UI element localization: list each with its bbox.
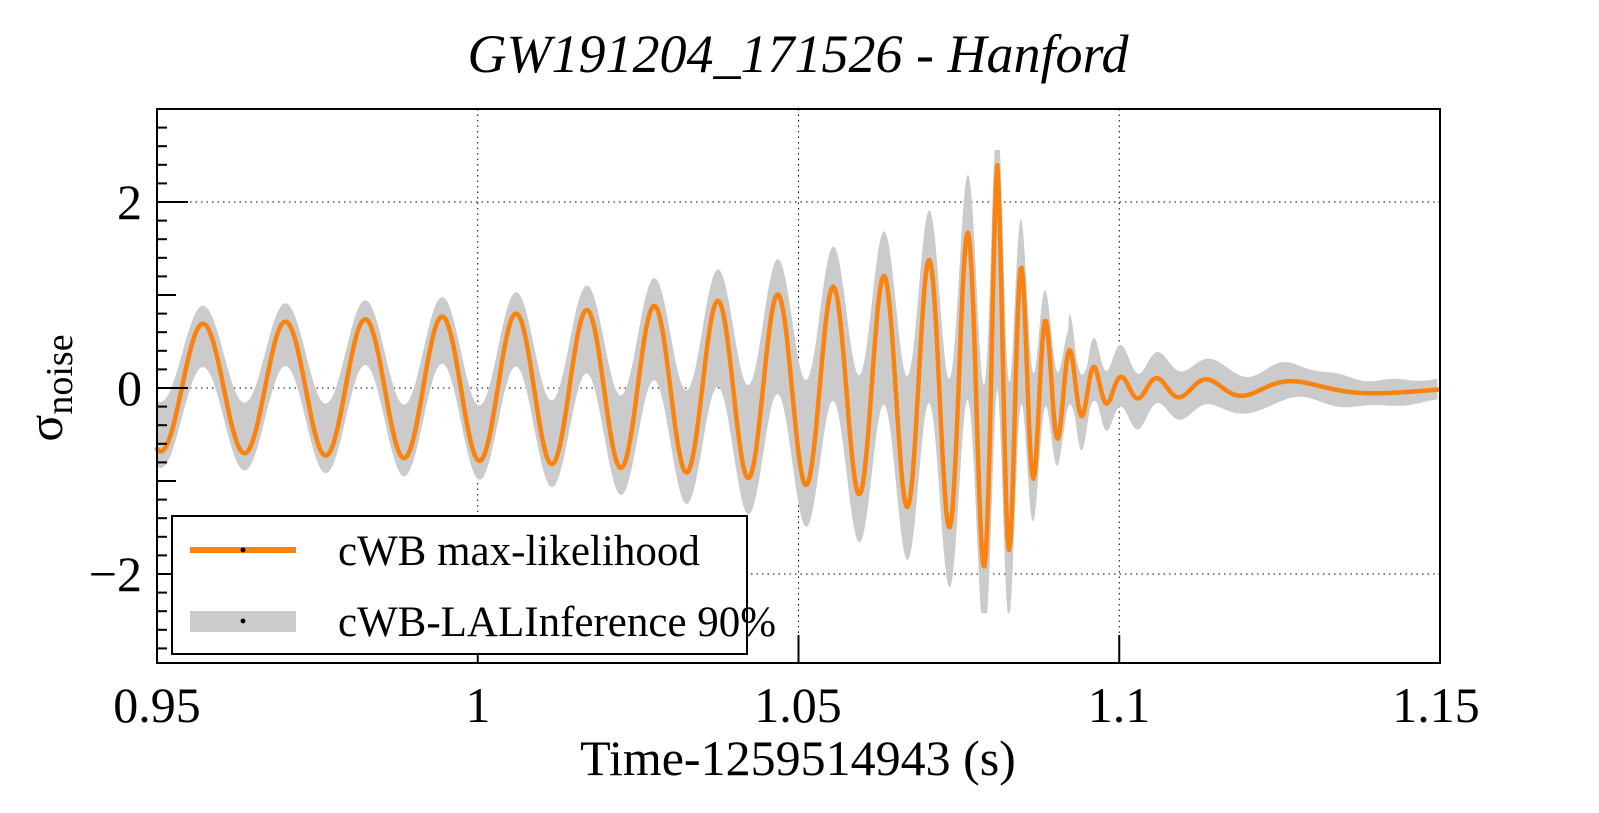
x-tick-labels: 0.95 1 1.05 1.1 1.15 bbox=[113, 677, 1480, 733]
confidence-band bbox=[157, 149, 1438, 614]
max-likelihood-curve bbox=[154, 162, 1440, 569]
y-axis-label-symbol: σ bbox=[17, 415, 73, 442]
x-tick-label-1: 1 bbox=[466, 677, 491, 733]
y-tick-label-2: 2 bbox=[117, 174, 142, 230]
y-axis-label-subscript: noise bbox=[39, 334, 81, 414]
chart-title: GW191204_171526 - Hanford bbox=[468, 24, 1130, 84]
y-tick-label-0: 0 bbox=[117, 360, 142, 416]
x-tick-label-1.1: 1.1 bbox=[1088, 677, 1151, 733]
y-axis-label: σnoise bbox=[17, 334, 81, 441]
x-axis-label: Time-1259514943 (s) bbox=[580, 730, 1016, 786]
x-tick-label-1.05: 1.05 bbox=[754, 677, 842, 733]
x-tick-label-1.15: 1.15 bbox=[1392, 677, 1480, 733]
legend-band-marker-dot bbox=[240, 618, 246, 624]
legend-label-max-likelihood: cWB max-likelihood bbox=[338, 528, 700, 575]
y-tick-labels: −2 0 2 bbox=[89, 174, 142, 602]
plot-frame bbox=[156, 108, 1441, 664]
y-tick-label-neg2: −2 bbox=[89, 546, 142, 602]
axis-ticks-group bbox=[156, 108, 1441, 662]
legend-label-confidence-band: cWB-LALInference 90% bbox=[338, 599, 776, 646]
x-tick-label-0.95: 0.95 bbox=[113, 677, 201, 733]
legend: cWB max-likelihood cWB-LALInference 90% bbox=[171, 515, 776, 655]
legend-line-marker-dot bbox=[240, 547, 246, 553]
